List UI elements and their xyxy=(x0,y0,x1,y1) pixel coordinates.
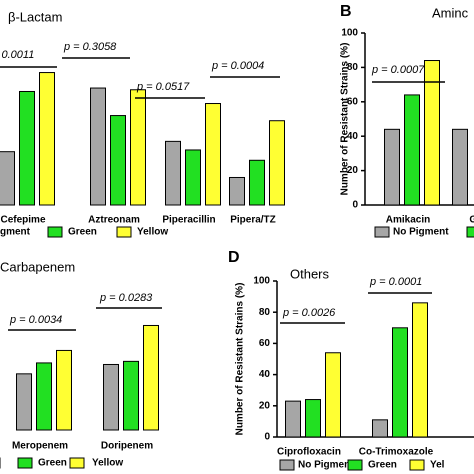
legend-swatch xyxy=(116,226,132,238)
chart-title: Others xyxy=(290,266,330,281)
legend-label: Yel xyxy=(430,460,445,471)
bar xyxy=(269,120,285,206)
y-tick-label: 100 xyxy=(253,276,270,287)
x-tick-label: Piperacillin xyxy=(162,215,215,226)
legend-swatch xyxy=(279,459,295,471)
panel-label: B xyxy=(340,3,352,20)
y-tick-label: 20 xyxy=(347,165,359,176)
p-value: p = 0.3058 xyxy=(63,41,117,53)
legend-label: gment xyxy=(0,227,31,238)
p-value: p = 0.0007 xyxy=(371,64,425,76)
legend-label: Yellow xyxy=(137,227,168,238)
bar xyxy=(0,151,15,206)
x-tick-label: Pipera/TZ xyxy=(230,215,276,226)
legend-label: No Pigment xyxy=(298,460,354,471)
p-value: p = 0.0026 xyxy=(282,307,336,319)
bar xyxy=(412,302,428,438)
y-axis-label: Number of Resistant Strains (%) xyxy=(235,283,246,436)
bar xyxy=(123,360,139,431)
bar xyxy=(305,399,321,438)
bar xyxy=(16,373,32,431)
y-tick-label: 0 xyxy=(352,200,358,211)
p-value: p = 0.0001 xyxy=(369,276,422,288)
x-tick-label: Amikacin xyxy=(386,215,430,226)
bar xyxy=(452,128,468,206)
bar xyxy=(392,327,408,438)
y-axis-label: Number of Resistant Strains (%) xyxy=(340,43,351,196)
x-tick-label: Ciprofloxacin xyxy=(277,447,341,458)
chart-title: Carbapenem xyxy=(0,259,75,274)
x-tick-label: Cefepime xyxy=(0,215,45,226)
legend-label: Yellow xyxy=(92,458,123,469)
legend-label: No Pigment xyxy=(393,227,449,238)
legend-swatch xyxy=(466,226,474,238)
chart-title: Aminc xyxy=(432,5,469,20)
bar xyxy=(165,140,181,206)
p-value: = 0.0011 xyxy=(0,49,34,61)
bar xyxy=(56,349,72,431)
legend-label: Green xyxy=(68,227,97,238)
legend-label: Green xyxy=(368,460,397,471)
y-tick-label: 20 xyxy=(259,400,271,411)
y-tick-label: 80 xyxy=(347,62,359,73)
legend-swatch xyxy=(374,226,390,238)
bar xyxy=(19,90,35,206)
panel-label: D xyxy=(228,249,240,266)
y-tick-label: 40 xyxy=(259,369,271,380)
bar xyxy=(372,419,388,438)
y-tick-label: 60 xyxy=(259,338,271,349)
bar xyxy=(36,362,52,431)
p-value: p = 0.0283 xyxy=(99,292,153,304)
x-tick-label: Aztreonam xyxy=(88,215,140,226)
legend-swatch xyxy=(47,226,63,238)
bar xyxy=(39,72,55,206)
bar xyxy=(424,60,440,206)
bar xyxy=(110,115,126,206)
y-tick-label: 0 xyxy=(264,432,270,443)
chart-title: β-Lactam xyxy=(8,9,62,24)
x-tick-label: Co-Trimoxazole xyxy=(359,447,434,458)
legend-swatch xyxy=(409,459,425,471)
bar xyxy=(103,363,119,431)
bar xyxy=(205,103,221,206)
p-value: p = 0.0034 xyxy=(9,314,62,326)
bar xyxy=(130,89,146,206)
bar xyxy=(285,400,301,438)
y-tick-label: 80 xyxy=(259,307,271,318)
y-tick-label: 60 xyxy=(347,96,359,107)
x-tick-label: Doripenem xyxy=(101,441,153,452)
y-tick-label: 100 xyxy=(341,28,358,39)
legend-swatch xyxy=(347,459,363,471)
legend-swatch xyxy=(17,457,33,469)
p-value: p = 0.0517 xyxy=(136,81,190,93)
bar xyxy=(143,324,159,431)
bar xyxy=(229,176,245,206)
bar xyxy=(185,149,201,206)
legend-label: Green xyxy=(38,458,67,469)
x-tick-label: Meropenem xyxy=(12,441,68,452)
bar xyxy=(404,94,420,206)
p-value: p = 0.0004 xyxy=(211,60,264,72)
bar xyxy=(90,87,106,206)
x-tick-label: Ge xyxy=(469,215,474,226)
legend-swatch xyxy=(69,457,85,469)
bar xyxy=(384,128,400,206)
bar xyxy=(249,159,265,206)
y-tick-label: 40 xyxy=(347,131,359,142)
bar xyxy=(325,352,341,438)
